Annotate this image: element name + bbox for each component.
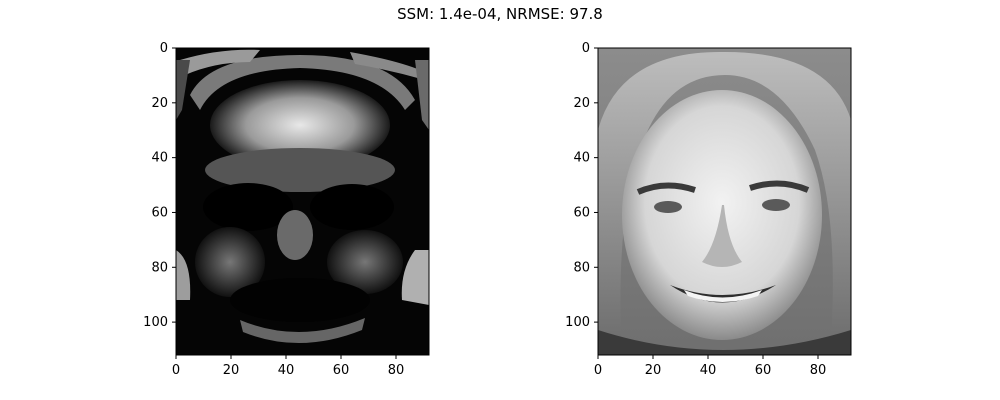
right-ytick-label: 100 xyxy=(565,315,590,330)
right-xtick-label: 80 xyxy=(810,363,827,378)
left-xtick-label: 80 xyxy=(388,363,405,378)
right-ytick-label: 0 xyxy=(582,41,590,56)
figure-title: SSM: 1.4e-04, NRMSE: 97.8 xyxy=(397,5,603,23)
left-face-difference-image xyxy=(176,48,429,355)
left-ytick-label: 40 xyxy=(151,151,168,166)
right-axes-frame xyxy=(597,47,852,356)
left-axes-ticks: 0 20 40 60 80 0 20 40 60 80 100 xyxy=(143,41,404,378)
right-face-photo-image xyxy=(598,48,851,355)
right-ytick-label: 80 xyxy=(573,260,590,275)
left-xtick-label: 40 xyxy=(278,363,295,378)
right-xtick-label: 40 xyxy=(700,363,717,378)
right-ytick-label: 60 xyxy=(573,205,590,220)
left-ytick-label: 100 xyxy=(143,315,168,330)
left-ytick-label: 20 xyxy=(151,96,168,111)
left-ytick-label: 80 xyxy=(151,260,168,275)
right-xtick-label: 20 xyxy=(645,363,662,378)
left-ytick-label: 0 xyxy=(160,41,168,56)
right-ytick-label: 40 xyxy=(573,151,590,166)
left-axes-frame xyxy=(175,47,430,356)
left-xtick-label: 20 xyxy=(223,363,240,378)
right-xtick-label: 0 xyxy=(594,363,602,378)
left-xtick-label: 60 xyxy=(333,363,350,378)
right-ytick-label: 20 xyxy=(573,96,590,111)
right-axes-ticks: 0 20 40 60 80 0 20 40 60 80 100 xyxy=(565,41,826,378)
left-xtick-label: 0 xyxy=(172,363,180,378)
right-xtick-label: 60 xyxy=(755,363,772,378)
left-ytick-label: 60 xyxy=(151,205,168,220)
